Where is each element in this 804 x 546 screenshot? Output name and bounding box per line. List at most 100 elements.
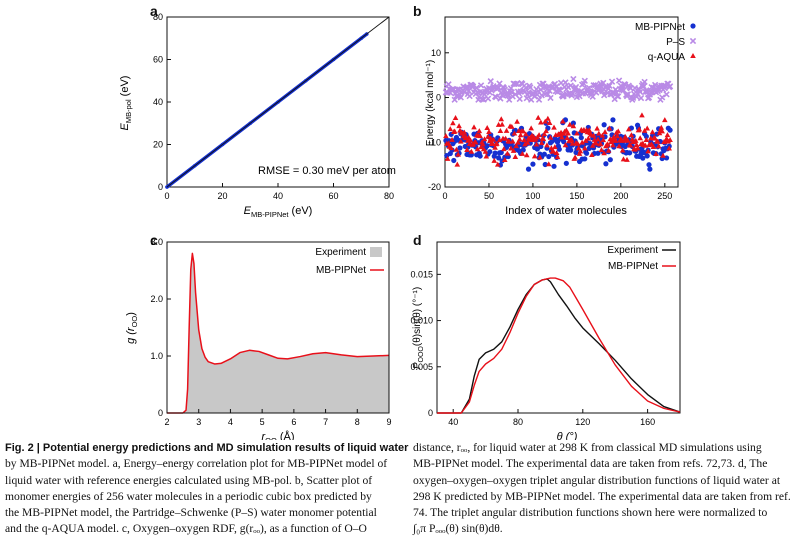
- panel-b-point-triangle: [595, 136, 601, 142]
- panel-b-point-triangle: [600, 137, 607, 143]
- panel-d-line-experiment: [437, 278, 681, 414]
- panel-b-point-x: [560, 92, 567, 100]
- panel-b-point-triangle: [544, 142, 550, 148]
- panel-b-point-circle: [627, 150, 633, 156]
- panel-b-point-x: [501, 86, 508, 93]
- panel-b-point-triangle: [443, 133, 449, 139]
- panel-b-point-triangle: [633, 142, 640, 148]
- panel-b-point-triangle: [546, 120, 553, 126]
- panel-d-ytick-label: 0.015: [410, 269, 433, 279]
- panel-b-point-x: [508, 88, 515, 96]
- panel-b-point-triangle: [609, 137, 615, 143]
- panel-b-point-x: [478, 96, 486, 103]
- panel-b-point-x: [477, 82, 485, 89]
- panel-b-point-triangle: [628, 132, 635, 138]
- panel-b-point-triangle: [660, 152, 666, 158]
- panel-c-ylabel: g (rOO): [125, 312, 139, 344]
- panel-b-point-circle: [561, 139, 567, 145]
- panel-b-point-triangle: [576, 150, 583, 156]
- panel-b-point-triangle: [654, 138, 661, 144]
- panel-b-point-triangle: [517, 132, 524, 138]
- panel-b-point-x: [666, 83, 674, 90]
- panel-b-point-triangle: [564, 134, 571, 140]
- panel-b-point-circle: [643, 133, 649, 140]
- panel-b-point-triangle: [496, 137, 503, 143]
- panel-b-ytick-label: -10: [428, 137, 441, 147]
- panel-b-point-circle: [582, 156, 588, 162]
- panel-a-ytick-label: 80: [153, 12, 163, 22]
- panel-b-point-x: [640, 83, 647, 90]
- panel-b-point-triangle: [541, 131, 548, 137]
- panel-d-legend-label: MB-PIPNet: [608, 261, 658, 272]
- panel-b-point-circle: [667, 127, 673, 133]
- panel-c-xtick-label: 5: [260, 417, 265, 427]
- panel-b-point-triangle: [508, 145, 514, 151]
- panel-b-point-triangle: [537, 154, 543, 160]
- panel-b-ytick-label: 0: [436, 93, 441, 103]
- panel-d-xlabel: θ (°): [557, 431, 578, 440]
- caption-right-line-5: 74. The triplet angular distribution fun…: [413, 506, 768, 520]
- panel-c-xtick-label: 3: [196, 417, 201, 427]
- panel-b-chart: 0 50 100 150 200 250 -20 -10 0 10 MB-PIPNet P–S q-A…: [425, 16, 697, 217]
- panel-b-point-triangle: [664, 132, 671, 138]
- panel-b-point-triangle: [520, 128, 527, 134]
- panel-b-xtick-label: 50: [484, 191, 494, 201]
- panel-b-point-triangle: [480, 141, 486, 147]
- panel-b-point-triangle: [542, 118, 549, 124]
- panel-b-xtick-label: 0: [442, 191, 447, 201]
- panel-d-xtick-label: 40: [448, 417, 458, 427]
- panel-b-point-triangle: [486, 128, 492, 134]
- panel-b-point-triangle: [452, 114, 459, 120]
- panel-a-annotation: RMSE = 0.30 meV per atom: [258, 165, 396, 177]
- panel-b-point-triangle: [516, 136, 523, 142]
- panel-a-chart: 0 20 40 60 80 0 20 40 60 80 RMSE = 0.30 meV per a…: [119, 12, 396, 219]
- panel-b-point-triangle: [639, 112, 645, 118]
- panel-b-point-circle: [570, 120, 576, 126]
- panel-b-point-circle: [498, 149, 504, 156]
- panel-b-point-x: [600, 92, 608, 99]
- panel-label-a: a: [150, 3, 158, 19]
- panel-b-point-triangle: [625, 137, 631, 143]
- panel-d-ytick-label: 0.005: [410, 362, 433, 372]
- panel-b-xlabel: Index of water molecules: [505, 205, 627, 217]
- panel-b-legend-marker: [689, 37, 697, 45]
- panel-b-point-triangle: [645, 148, 651, 154]
- caption-right-line-6: ∫₀π Pₒₒₒ(θ) sin(θ)dθ.: [413, 522, 503, 536]
- panel-b-point-x: [463, 83, 471, 90]
- panel-b-point-circle: [578, 135, 584, 141]
- panel-b-point-triangle: [494, 140, 500, 146]
- panel-b-point-triangle: [464, 146, 470, 152]
- panel-b-point-triangle: [491, 157, 498, 163]
- panel-b-point-triangle: [570, 123, 577, 129]
- panel-b-point-triangle: [589, 152, 595, 158]
- panel-a-ytick-label: 0: [158, 182, 163, 192]
- panel-b-point-triangle: [492, 144, 498, 150]
- panel-b-xtick-label: 100: [525, 191, 540, 201]
- panel-c-mbpipnet-line: [167, 252, 390, 414]
- panel-b-point-triangle: [524, 139, 531, 145]
- panel-c-xlabel: rOO (Å): [261, 430, 294, 440]
- panel-b-point-triangle: [458, 138, 464, 144]
- panel-b-point-triangle: [559, 134, 565, 140]
- panel-b-point-triangle: [624, 156, 630, 162]
- panel-b-point-triangle: [590, 132, 597, 138]
- panel-b-xtick-label: 150: [569, 191, 584, 201]
- panel-d-legend: Experiment MB-PIPNet: [607, 245, 676, 272]
- panel-c-ytick-label: 3.0: [150, 237, 163, 247]
- panel-b-point-x: [538, 92, 545, 99]
- panel-b-point-triangle: [450, 120, 456, 126]
- panel-b-point-circle: [484, 143, 490, 149]
- panel-a-ytick-label: 20: [153, 140, 163, 150]
- panel-b-point-triangle: [448, 145, 454, 151]
- caption-right-line-3: oxygen–oxygen–oxygen triplet angular dis…: [413, 473, 781, 487]
- panel-b-point-triangle: [579, 139, 585, 145]
- panel-b-point-triangle: [666, 145, 673, 151]
- panel-b-point-triangle: [481, 136, 488, 142]
- panel-b-point-circle: [647, 166, 653, 172]
- panel-b-point-circle: [603, 161, 609, 167]
- panel-b-point-triangle: [522, 141, 528, 147]
- panel-c-ytick-label: 1.0: [150, 351, 163, 361]
- panel-b-point-x: [525, 89, 532, 96]
- panel-c-experiment-area: [167, 254, 389, 413]
- panel-b-point-x: [659, 94, 666, 101]
